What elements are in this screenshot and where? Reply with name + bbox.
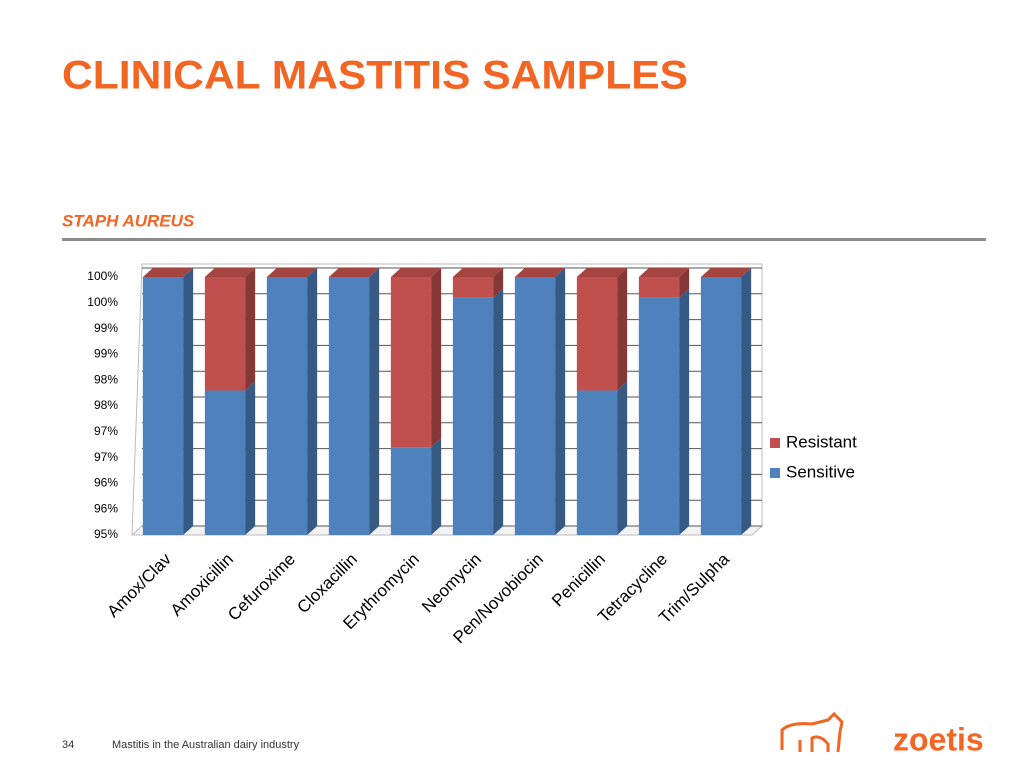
y-tick-label: 99% — [94, 347, 118, 361]
bar-segment — [452, 277, 494, 298]
bar-segment — [576, 390, 618, 535]
bar-segment — [204, 390, 246, 535]
y-tick-label: 99% — [94, 321, 118, 335]
bar-top — [328, 268, 380, 277]
bar-segment — [142, 277, 184, 535]
y-tick-label: 97% — [94, 450, 118, 464]
bar-segment — [328, 277, 370, 535]
bar-side — [493, 268, 504, 298]
bar-segment — [204, 277, 246, 391]
bar-side — [431, 268, 442, 448]
bar-top — [452, 268, 504, 277]
bar-side — [431, 438, 442, 535]
legend-swatch — [770, 438, 780, 448]
bar-top — [576, 268, 628, 277]
bar-side — [555, 268, 566, 535]
bar-top — [266, 268, 318, 277]
legend-label: Sensitive — [786, 462, 855, 481]
divider — [62, 238, 986, 241]
subtitle: STAPH AUREUS — [62, 211, 195, 230]
bar-side — [679, 288, 690, 535]
x-tick-label: Cefuroxime — [224, 550, 299, 625]
bar-segment — [452, 297, 494, 535]
footer-text: Mastitis in the Australian dairy industr… — [112, 739, 300, 751]
bar-top — [638, 268, 690, 277]
bar-side — [493, 288, 504, 535]
page-number: 34 — [62, 739, 74, 751]
bar-top — [390, 268, 442, 277]
y-tick-label: 98% — [94, 372, 118, 386]
legend-label: Resistant — [786, 432, 857, 451]
bar-side — [617, 381, 628, 535]
y-tick-label: 96% — [94, 476, 118, 490]
bar-side — [245, 268, 256, 391]
bar-side — [741, 268, 752, 535]
bar-segment — [390, 447, 432, 535]
bar-segment — [638, 277, 680, 298]
slide-title: CLINICAL MASTITIS SAMPLES — [62, 54, 688, 98]
y-tick-label: 100% — [87, 269, 118, 283]
x-tick-label: Neomycin — [418, 550, 485, 617]
bar-top — [700, 268, 752, 277]
y-tick-label: 98% — [94, 398, 118, 412]
x-tick-label: Amox/Clav — [103, 549, 175, 621]
bar-segment — [638, 297, 680, 535]
y-tick-label: 96% — [94, 501, 118, 515]
bar-side — [245, 381, 256, 535]
bar-side — [183, 268, 194, 535]
logo: zoetis — [893, 721, 984, 757]
y-tick-label: 95% — [94, 527, 118, 541]
bar-side — [617, 268, 628, 391]
bar-side — [679, 268, 690, 298]
bar-segment — [514, 277, 556, 535]
bar-segment — [266, 277, 308, 535]
bar-top — [204, 268, 256, 277]
cow-icon — [780, 711, 844, 753]
bar-top — [142, 268, 194, 277]
x-tick-label: Penicillin — [548, 550, 609, 611]
bar-side — [369, 268, 380, 535]
bar-segment — [576, 277, 618, 391]
y-tick-label: 97% — [94, 424, 118, 438]
y-tick-label: 100% — [87, 295, 118, 309]
bar-segment — [700, 277, 742, 535]
bar-side — [307, 268, 318, 535]
bar-segment — [390, 277, 432, 448]
legend-swatch — [770, 468, 780, 478]
bar-top — [514, 268, 566, 277]
